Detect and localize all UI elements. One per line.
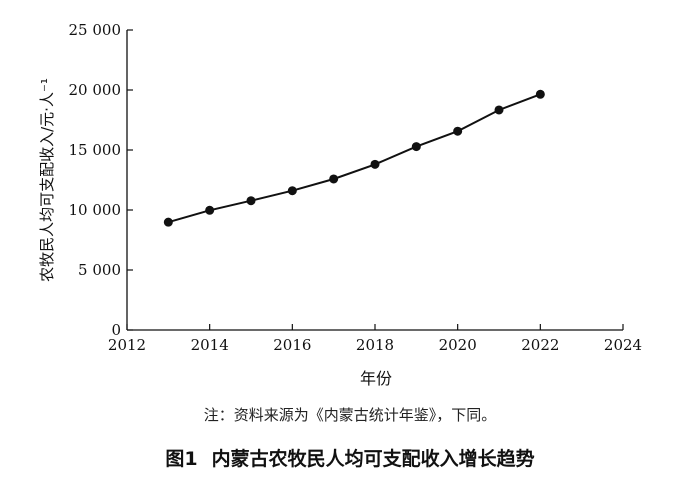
source-note: 注：资料来源为《内蒙古统计年鉴》，下同。	[203, 406, 497, 424]
data-point	[494, 105, 504, 115]
data-point	[163, 217, 173, 227]
x-tick-label: 2014	[191, 336, 229, 354]
y-tick-label: 0	[111, 321, 121, 339]
figure-caption: 图1 内蒙古农牧民人均可支配收入增长趋势	[0, 444, 700, 471]
figure-number: 图1	[165, 448, 198, 470]
data-point	[535, 89, 545, 99]
x-tick-label: 2012	[108, 336, 146, 354]
y-tick-label: 10 000	[69, 201, 122, 219]
data-point	[411, 142, 421, 152]
figure-title: 内蒙古农牧民人均可支配收入增长趋势	[211, 448, 535, 470]
x-tick-label: 2024	[604, 336, 642, 354]
y-tick-label: 15 000	[69, 141, 122, 159]
axes	[126, 30, 623, 331]
series-line	[168, 93, 541, 224]
y-axis-label: 农牧民人均可支配收入/元·人⁻¹	[38, 78, 56, 282]
y-tick-label: 5 000	[78, 261, 121, 279]
x-tick-label: 2018	[356, 336, 394, 354]
x-tick-label: 2020	[439, 336, 477, 354]
x-tick-label: 2022	[521, 336, 559, 354]
x-tick-label: 2016	[273, 336, 311, 354]
y-tick-label: 20 000	[69, 81, 122, 99]
data-point	[246, 196, 256, 206]
data-point	[205, 205, 215, 215]
y-tick-label: 25 000	[69, 21, 122, 39]
data-point	[329, 174, 339, 184]
ticks: 0 5 000 10 000 15 000 20 000 25 000 2012 2014 20…	[69, 21, 643, 354]
x-axis-label: 年份	[360, 369, 392, 388]
data-point	[453, 126, 463, 136]
line-chart: 0 5 000 10 000 15 000 20 000 25 000 2012 2014 20…	[38, 21, 643, 388]
series	[163, 89, 545, 227]
data-point	[287, 186, 297, 196]
data-point	[370, 159, 380, 169]
